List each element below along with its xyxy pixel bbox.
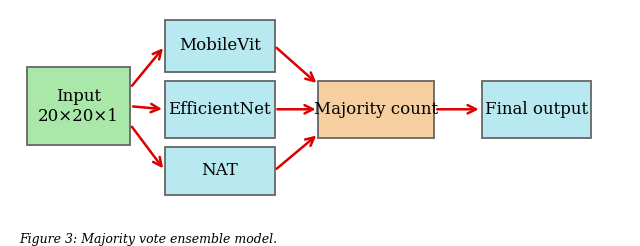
FancyBboxPatch shape — [27, 67, 131, 145]
Text: NAT: NAT — [201, 162, 238, 179]
Text: Figure 3: Majority vote ensemble model.: Figure 3: Majority vote ensemble model. — [19, 233, 277, 246]
FancyBboxPatch shape — [319, 81, 435, 138]
Text: Input
20×20×1: Input 20×20×1 — [38, 88, 119, 124]
FancyBboxPatch shape — [164, 20, 275, 72]
Text: EfficientNet: EfficientNet — [168, 101, 271, 118]
FancyBboxPatch shape — [164, 81, 275, 138]
FancyBboxPatch shape — [481, 81, 591, 138]
FancyBboxPatch shape — [164, 147, 275, 195]
Text: MobileVit: MobileVit — [179, 37, 260, 55]
Text: Majority count: Majority count — [314, 101, 438, 118]
Text: Final output: Final output — [485, 101, 588, 118]
